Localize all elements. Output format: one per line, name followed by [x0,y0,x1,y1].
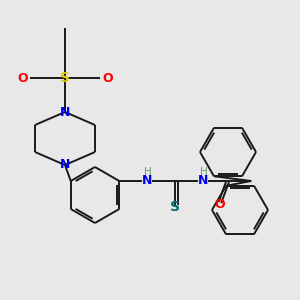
Text: N: N [60,106,70,118]
Text: O: O [17,71,28,85]
Text: N: N [142,175,152,188]
Text: O: O [102,71,112,85]
Text: S: S [60,71,70,85]
Text: S: S [170,200,180,214]
Text: N: N [60,158,70,172]
Text: O: O [214,199,225,212]
Text: N: N [198,175,208,188]
Text: H: H [200,167,208,177]
Text: H: H [144,167,152,177]
